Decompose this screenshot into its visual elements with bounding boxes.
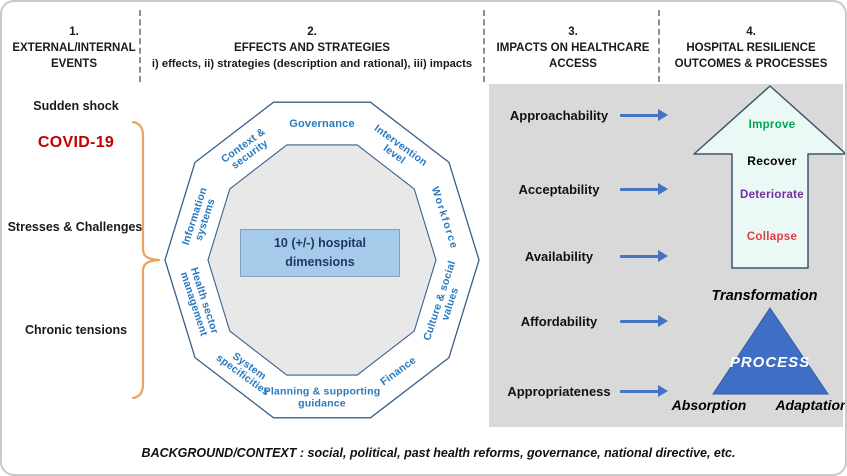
access-label-affordability: Affordability — [520, 313, 598, 329]
column-header-2: 2. EFFECTS AND STRATEGIES i) effects, ii… — [144, 24, 480, 72]
process-triangle-icon — [712, 307, 829, 395]
column-title-line: HOSPITAL RESILIENCE — [686, 42, 816, 54]
column-number: 1. — [69, 26, 79, 38]
hospital-dimensions-label: dimensions — [285, 255, 355, 269]
column-title-line: EVENTS — [50, 58, 97, 70]
access-label-approachability: Approachability — [509, 107, 609, 123]
process-label: PROCESS — [729, 354, 811, 371]
access-row: Acceptability — [498, 179, 668, 199]
right-arrow-icon — [620, 183, 668, 195]
hospital-dimensions-box: 10 (+/-) hospital dimensions — [240, 229, 400, 277]
event-sudden-shock: Sudden shock — [33, 99, 119, 113]
background-context-caption: BACKGROUND/CONTEXT : social, political, … — [141, 446, 736, 460]
hospital-dimensions-label: 10 (+/-) hospital — [273, 236, 367, 251]
column-header-1: 1. EXTERNAL/INTERNAL EVENTS — [8, 24, 140, 72]
dimension-governance: Governance — [289, 118, 355, 130]
event-stresses-challenges: Stresses & Challenges — [7, 220, 143, 234]
column-title-line: OUTCOMES & PROCESSES — [674, 58, 828, 70]
column-divider — [139, 10, 141, 82]
outcome-deteriorate: Deteriorate — [739, 189, 805, 201]
decagon-diagram: Governance Intervention level Workforce … — [164, 101, 480, 419]
outcome-recover: Recover — [747, 154, 797, 168]
column-divider — [483, 10, 485, 82]
access-row: Approachability — [498, 105, 668, 125]
dimension-planning-guidance: guidance — [298, 398, 346, 410]
dimension-planning-guidance: Planning & supporting — [264, 386, 381, 398]
right-arrow-icon — [620, 315, 668, 327]
column-number: 3. — [568, 26, 578, 38]
right-arrow-icon — [620, 109, 668, 121]
outcomes-up-arrow-icon — [693, 85, 845, 269]
column-number: 4. — [746, 26, 756, 38]
column-divider — [658, 10, 660, 82]
events-brace-icon — [131, 120, 161, 400]
right-arrow-icon — [620, 250, 668, 262]
process-transformation-label: Transformation — [711, 288, 818, 304]
column-title-line: ACCESS — [549, 58, 597, 70]
access-label-acceptability: Acceptability — [518, 181, 600, 197]
access-row: Affordability — [498, 311, 668, 331]
column-header-4: 4. HOSPITAL RESILIENCE OUTCOMES & PROCES… — [660, 24, 842, 72]
access-label-appropriateness: Appropriateness — [507, 383, 611, 399]
outcome-improve: Improve — [748, 119, 796, 131]
event-covid-19: COVID-19 — [37, 134, 115, 151]
column-title-line: EXTERNAL/INTERNAL — [12, 42, 136, 54]
column-title-line: EFFECTS AND STRATEGIES — [234, 42, 390, 54]
access-label-availability: Availability — [524, 248, 594, 264]
access-row: Availability — [498, 246, 668, 266]
column-number: 2. — [307, 26, 317, 38]
process-adaptation-label: Adaptation — [775, 397, 847, 413]
right-arrow-icon — [620, 385, 668, 397]
column-subtitle: i) effects, ii) strategies (description … — [151, 58, 473, 70]
column-header-3: 3. IMPACTS ON HEALTHCARE ACCESS — [489, 24, 657, 72]
event-chronic-tensions: Chronic tensions — [24, 323, 128, 337]
process-absorption-label: Absorption — [671, 397, 747, 413]
access-row: Appropriateness — [498, 381, 668, 401]
column-title-line: IMPACTS ON HEALTHCARE — [496, 42, 650, 54]
outcome-collapse: Collapse — [746, 231, 798, 243]
